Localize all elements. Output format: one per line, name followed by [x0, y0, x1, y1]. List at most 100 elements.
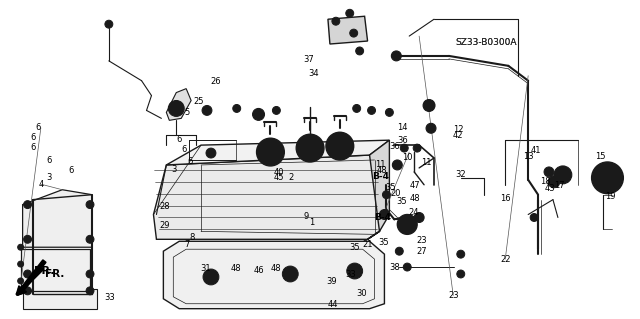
Text: 26: 26: [210, 77, 221, 85]
Text: 6: 6: [47, 156, 52, 165]
Text: 48: 48: [410, 194, 420, 203]
Text: 34: 34: [308, 69, 319, 78]
Circle shape: [203, 269, 219, 285]
Circle shape: [26, 203, 29, 206]
Text: 37: 37: [303, 56, 314, 64]
Text: 23: 23: [448, 291, 458, 300]
Text: 6: 6: [188, 157, 193, 166]
Circle shape: [255, 111, 262, 117]
Text: 35: 35: [349, 243, 360, 252]
Circle shape: [275, 109, 278, 112]
Text: 15: 15: [595, 152, 605, 161]
Text: 6: 6: [31, 143, 36, 152]
Circle shape: [24, 270, 31, 278]
Circle shape: [209, 151, 213, 155]
Circle shape: [400, 144, 408, 152]
Polygon shape: [22, 190, 92, 247]
Circle shape: [602, 173, 612, 183]
Text: 44: 44: [328, 300, 338, 309]
FancyArrow shape: [18, 260, 46, 295]
Circle shape: [26, 238, 29, 241]
Text: 36: 36: [397, 136, 408, 145]
Circle shape: [459, 272, 463, 276]
Text: FR.: FR.: [34, 266, 54, 276]
Circle shape: [346, 9, 354, 17]
Circle shape: [86, 270, 94, 278]
Circle shape: [235, 107, 239, 110]
Text: 20: 20: [391, 189, 401, 198]
Circle shape: [392, 160, 403, 170]
Circle shape: [358, 49, 362, 53]
Circle shape: [88, 238, 92, 241]
Circle shape: [598, 168, 618, 188]
Text: 33: 33: [104, 293, 115, 301]
Circle shape: [352, 31, 355, 35]
Text: 3: 3: [47, 173, 52, 182]
Text: 10: 10: [403, 153, 413, 162]
Circle shape: [351, 267, 358, 275]
Circle shape: [413, 144, 421, 152]
Text: 35: 35: [396, 197, 406, 206]
Circle shape: [205, 108, 209, 113]
Text: 11: 11: [375, 160, 385, 169]
Text: 6: 6: [31, 133, 36, 143]
Text: 13: 13: [523, 152, 533, 161]
Circle shape: [397, 249, 401, 253]
Text: 48: 48: [270, 264, 281, 273]
Polygon shape: [154, 155, 385, 239]
Text: SZ33-B0300A: SZ33-B0300A: [456, 38, 517, 47]
Text: 9: 9: [303, 212, 308, 221]
Circle shape: [19, 279, 22, 282]
Text: 25: 25: [193, 97, 204, 107]
Circle shape: [18, 244, 24, 250]
Circle shape: [206, 148, 216, 158]
Text: 28: 28: [159, 202, 170, 211]
Text: 5: 5: [184, 108, 189, 117]
Circle shape: [282, 266, 298, 282]
Text: 6: 6: [181, 145, 186, 154]
Text: B-4: B-4: [374, 212, 390, 222]
Text: 40: 40: [273, 168, 284, 177]
Text: 21: 21: [362, 241, 373, 249]
Circle shape: [530, 213, 538, 221]
Text: 30: 30: [356, 289, 367, 298]
Text: 3: 3: [172, 165, 177, 174]
Circle shape: [396, 247, 403, 255]
Text: 29: 29: [159, 221, 170, 230]
Polygon shape: [328, 16, 367, 44]
Circle shape: [347, 263, 363, 279]
Circle shape: [88, 203, 92, 206]
Circle shape: [26, 289, 29, 293]
Circle shape: [207, 273, 215, 281]
Text: 4: 4: [38, 180, 44, 189]
Text: 43: 43: [545, 184, 555, 193]
Circle shape: [355, 107, 358, 110]
Polygon shape: [367, 140, 389, 239]
Text: 6: 6: [68, 166, 74, 175]
Circle shape: [548, 176, 560, 188]
Circle shape: [306, 144, 314, 152]
Circle shape: [266, 148, 275, 156]
Text: 18: 18: [540, 177, 550, 186]
Circle shape: [286, 270, 294, 278]
Circle shape: [427, 103, 431, 108]
Text: 45: 45: [273, 173, 284, 182]
Circle shape: [86, 235, 94, 243]
Circle shape: [19, 263, 22, 265]
Circle shape: [107, 22, 111, 26]
Circle shape: [24, 235, 31, 243]
Circle shape: [385, 108, 394, 116]
Circle shape: [388, 111, 391, 114]
Circle shape: [403, 263, 411, 271]
Circle shape: [296, 134, 324, 162]
Text: B-4: B-4: [372, 172, 389, 182]
Text: 48: 48: [377, 166, 387, 175]
Text: 48: 48: [231, 264, 241, 273]
Circle shape: [348, 11, 351, 15]
Text: 12: 12: [453, 125, 463, 134]
Circle shape: [332, 138, 348, 154]
Circle shape: [18, 278, 24, 284]
Text: 23: 23: [416, 236, 427, 245]
Circle shape: [19, 246, 22, 249]
Circle shape: [336, 142, 344, 150]
